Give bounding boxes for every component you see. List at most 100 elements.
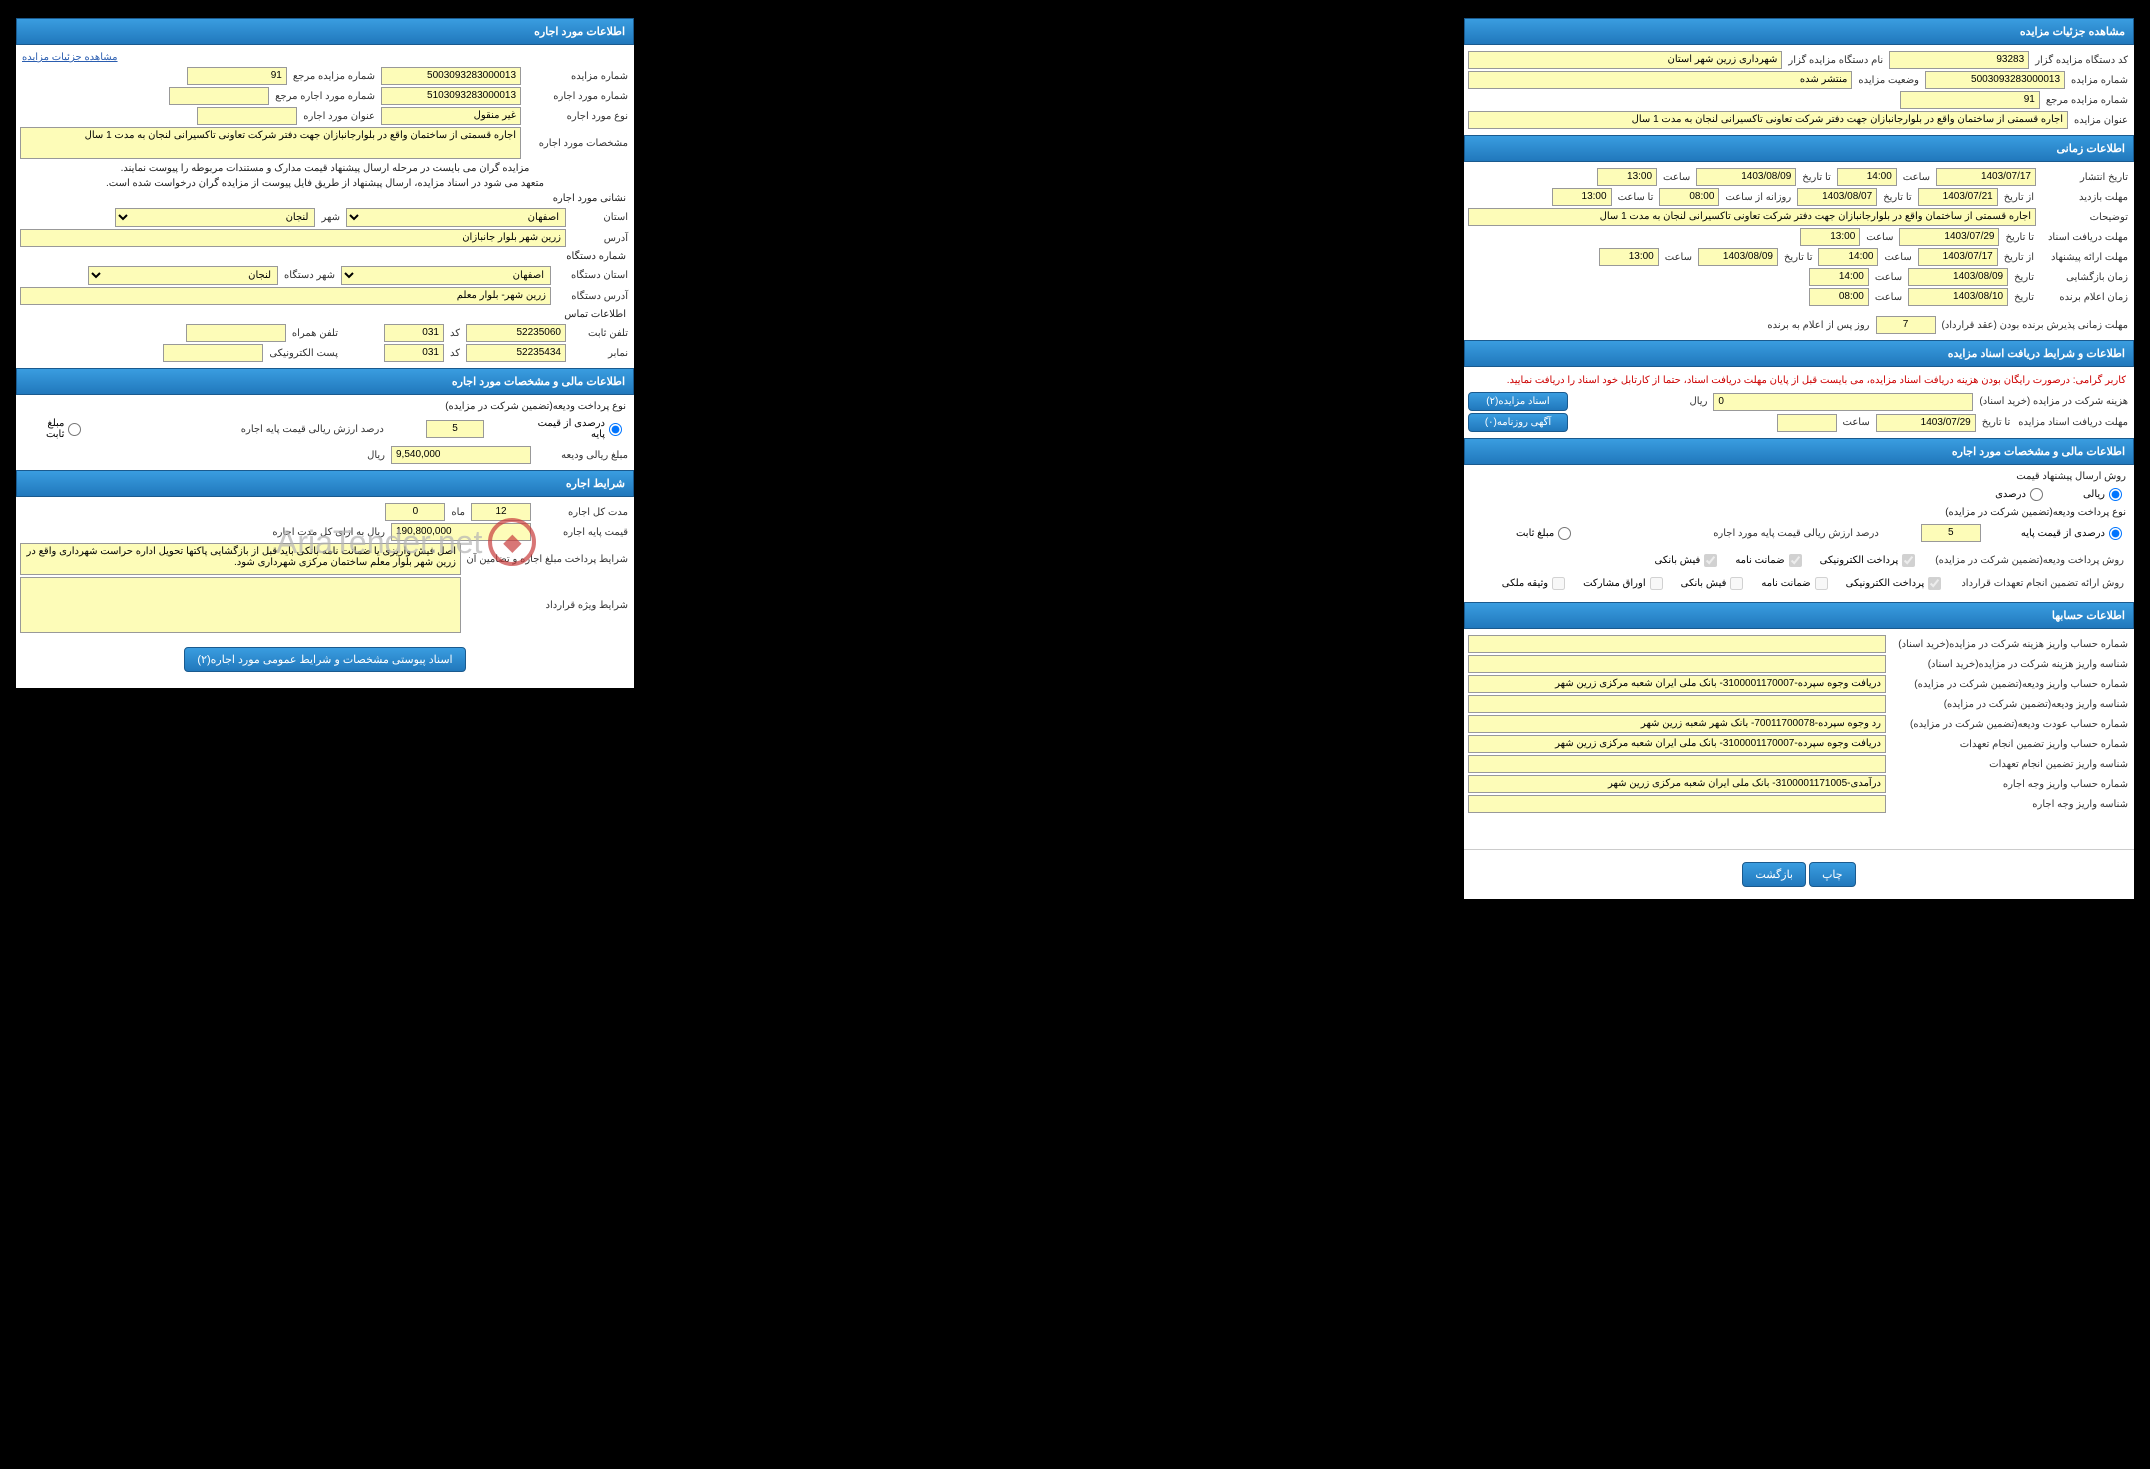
month-label: ماه (449, 507, 467, 518)
device-address-field: زرین شهر- بلوار معلم (20, 287, 551, 305)
publish-hour-field: 14:00 (1837, 168, 1897, 186)
participation-fee-account-label: شماره حساب واریز هزینه شرکت در مزایده(خر… (1890, 639, 2130, 650)
from-date-label-1: از تاریخ (2002, 192, 2036, 203)
note-2: متعهد می شود در اسناد مزایده، ارسال پیشن… (20, 176, 630, 191)
device-province-select[interactable]: اصفهان (341, 266, 551, 285)
auction-number-field: 5003093283000013 (1925, 71, 2065, 89)
auction-subject-label: عنوان مزایده (2072, 115, 2130, 126)
hour-label-4: ساعت (1882, 252, 1913, 263)
right-panel: مشاهده جزئیات مزایده کد دستگاه مزایده گز… (1464, 18, 2134, 899)
percentage-radio[interactable]: درصدی (1995, 488, 2043, 501)
property-pledge-checkbox[interactable]: وثیقه ملکی (1502, 577, 1565, 590)
electronic-payment-checkbox[interactable]: پرداخت الکترونیکی (1820, 554, 1916, 567)
daily-from-hour-label: روزانه از ساعت (1723, 192, 1793, 203)
participation-fee-id-label: شناسه واریز هزینه شرکت در مزایده(خرید اس… (1890, 659, 2130, 670)
visit-to-date-field: 1403/08/07 (1797, 188, 1877, 206)
days-after-label: روز پس از اعلام به برنده (1765, 320, 1871, 331)
opening-hour-field: 14:00 (1809, 268, 1869, 286)
auction-status-field: منتشر شده (1468, 71, 1852, 89)
account-field-4 (1468, 695, 1886, 713)
payment-method-row: روش پرداخت ودیعه(تضمین شرکت در مزایده) پ… (1468, 552, 2130, 569)
attached-docs-button[interactable]: اسناد پیوستی مشخصات و شرایط عمومی مورد ا… (184, 647, 465, 672)
proposal-to-date-field: 1403/08/09 (1698, 248, 1778, 266)
auction-ref-field: 91 (1900, 91, 2040, 109)
fixed-amount-radio[interactable]: مبلغ ثابت (1516, 527, 1571, 540)
left-panel: ◆ AriaTender.net اطلاعات مورد اجاره مشاه… (16, 18, 634, 688)
bank-receipt-checkbox[interactable]: فیش بانکی (1655, 554, 1718, 567)
mobile-label: تلفن همراه (290, 328, 340, 339)
percent-base-rental-label-2: درصد ارزش ریالی قیمت پایه اجاره (239, 424, 386, 435)
to-date-label-3: تا تاریخ (2003, 232, 2036, 243)
lease-type-field: غیر منقول (381, 107, 521, 125)
red-warning-note: کاربر گرامی: درصورت رایگان بودن هزینه در… (1468, 371, 2130, 390)
landline-code-field: 031 (384, 324, 444, 342)
time-info-block: تاریخ انتشار 1403/07/17 ساعت 14:00 تا تا… (1464, 162, 2134, 340)
lease-specs-field: اجاره قسمتی از ساختمان واقع در بلوارجانب… (20, 127, 521, 159)
to-date-label-4: تا تاریخ (1782, 252, 1815, 263)
rental-terms-block: مدت کل اجاره 12 ماه 0 قیمت پایه اجاره 19… (16, 497, 634, 688)
auctioneer-name-label: نام دستگاه مزایده گزار (1786, 55, 1885, 66)
back-button[interactable]: بازگشت (1742, 862, 1806, 887)
account-field-6: دریافت وجوه سپرده-3100001170007- بانک مل… (1468, 735, 1886, 753)
participation-cost-field: 0 (1713, 393, 1973, 411)
print-button[interactable]: چاپ (1809, 862, 1856, 887)
participation-cost-label: هزینه شرکت در مزایده (خرید اسناد) (1977, 396, 2130, 407)
deposit-payment-method-label: روش پرداخت ودیعه(تضمین شرکت در مزایده) (1933, 555, 2126, 566)
to-hour-label: تا ساعت (1616, 192, 1656, 203)
rent-id-label: شناسه واریز وجه اجاره (1890, 799, 2130, 810)
lease-subject-label: عنوان مورد اجاره (301, 111, 377, 122)
proposal-deadline-label: مهلت ارائه پیشنهاد (2040, 252, 2130, 263)
to-date-label-1: تا تاریخ (1800, 172, 1833, 183)
deposit-type-radio-group-2: درصدی از قیمت پایه 5 درصد ارزش ریالی قیم… (20, 414, 630, 444)
guarantee-letter-checkbox[interactable]: ضمانت نامه (1735, 554, 1801, 567)
publish-date-field: 1403/07/17 (1936, 168, 2036, 186)
percent-base-radio-2[interactable]: درصدی از قیمت پایه (524, 418, 622, 440)
percent-base-radio[interactable]: درصدی از قیمت پایه (2021, 527, 2122, 540)
base-rent-price-field: 190,800,000 (391, 523, 531, 541)
price-method-radio-group: ریالی درصدی (1468, 484, 2130, 505)
lease-info-block: مشاهده جزئیات مزایده شماره مزایده 500309… (16, 45, 634, 368)
account-info-block: شماره حساب واریز هزینه شرکت در مزایده(خر… (1464, 629, 2134, 819)
auction-docs-button[interactable]: اسناد مزایده(۲) (1468, 392, 1568, 411)
participation-bonds-checkbox[interactable]: اوراق مشارکت (1583, 577, 1663, 590)
landline-label: تلفن ثابت (570, 328, 630, 339)
bank-receipt-checkbox-2[interactable]: فیش بانکی (1681, 577, 1744, 590)
bottom-buttons: چاپ بازگشت (1464, 850, 2134, 899)
auction-status-label: وضعیت مزایده (1856, 75, 1921, 86)
guarantee-letter-checkbox-2[interactable]: ضمانت نامه (1761, 577, 1827, 590)
price-submit-method-label: روش ارسال پیشنهاد قیمت (1468, 469, 2130, 484)
rent-payment-terms-label: شرایط پرداخت مبلغ اجاره و تضامین آن (465, 554, 630, 565)
visit-deadline-label: مهلت بازدید (2040, 192, 2130, 203)
base-rent-price-label: قیمت پایه اجاره (535, 527, 630, 538)
accept-days-field: 7 (1876, 316, 1936, 334)
fixed-amount-radio-2[interactable]: مبلغ ثابت (28, 418, 81, 440)
electronic-payment-checkbox-2[interactable]: پرداخت الکترونیکی (1846, 577, 1942, 590)
province-select[interactable]: اصفهان (346, 208, 566, 227)
auction-details-link[interactable]: مشاهده جزئیات مزایده (22, 52, 118, 63)
ref-auction-number-field: 91 (187, 67, 287, 85)
doc-deadline-date-field: 1403/07/29 (1876, 414, 1976, 432)
hour-label-3: ساعت (1864, 232, 1895, 243)
date-label: تاریخ (2012, 272, 2036, 283)
publish-to-hour-field: 13:00 (1597, 168, 1657, 186)
ref-auction-number-label: شماره مزایده مرجع (291, 71, 377, 82)
account-field-1 (1468, 635, 1886, 653)
auctioneer-code-field: 93283 (1889, 51, 2029, 69)
percent-base-rental-label: درصد ارزش ریالی قیمت پایه مورد اجاره (1711, 528, 1881, 539)
code-label-2: کد (448, 348, 462, 359)
daily-ad-button[interactable]: آگهی روزنامه(۰) (1468, 413, 1568, 432)
announce-date-field: 1403/08/10 (1908, 288, 2008, 306)
device-city-select[interactable]: لنجان (88, 266, 278, 285)
lease-number-label: شماره مورد اجاره (525, 91, 630, 102)
fulfill-method-row: روش ارائه تضمین انجام تعهدات قرارداد پرد… (1468, 575, 2130, 592)
mobile-field (186, 324, 286, 342)
announce-hour-field: 08:00 (1809, 288, 1869, 306)
city-select[interactable]: لنجان (115, 208, 315, 227)
financial-specs-header-1: اطلاعات مالی و مشخصات مورد اجاره (1464, 438, 2134, 465)
doc-terms-header: اطلاعات و شرایط دریافت اسناد مزایده (1464, 340, 2134, 367)
rial-per-total-label: ریال به ازای کل مدت اجاره (270, 527, 387, 538)
account-field-9 (1468, 795, 1886, 813)
lease-subject-field (197, 107, 297, 125)
rial-radio[interactable]: ریالی (2083, 488, 2122, 501)
time-info-header: اطلاعات زمانی (1464, 135, 2134, 162)
